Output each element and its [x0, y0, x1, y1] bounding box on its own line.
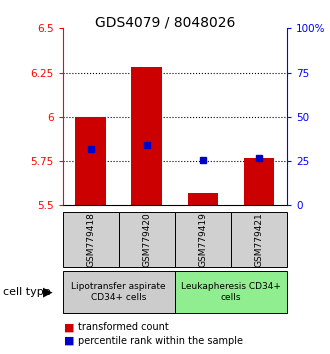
- Text: transformed count: transformed count: [78, 322, 168, 332]
- Text: ▶: ▶: [43, 286, 53, 298]
- Text: ■: ■: [64, 336, 75, 346]
- Bar: [244, 158, 275, 205]
- Text: Leukapheresis CD34+
cells: Leukapheresis CD34+ cells: [181, 282, 281, 302]
- Bar: [187, 193, 218, 205]
- Bar: [75, 117, 106, 205]
- Text: cell type: cell type: [3, 287, 51, 297]
- Text: ■: ■: [64, 322, 75, 332]
- Text: GSM779418: GSM779418: [86, 212, 95, 267]
- Text: percentile rank within the sample: percentile rank within the sample: [78, 336, 243, 346]
- Text: GDS4079 / 8048026: GDS4079 / 8048026: [95, 16, 235, 30]
- Text: Lipotransfer aspirate
CD34+ cells: Lipotransfer aspirate CD34+ cells: [72, 282, 166, 302]
- Text: GSM779421: GSM779421: [254, 212, 264, 267]
- Text: GSM779419: GSM779419: [198, 212, 208, 267]
- Bar: [131, 67, 162, 205]
- Text: GSM779420: GSM779420: [142, 212, 151, 267]
